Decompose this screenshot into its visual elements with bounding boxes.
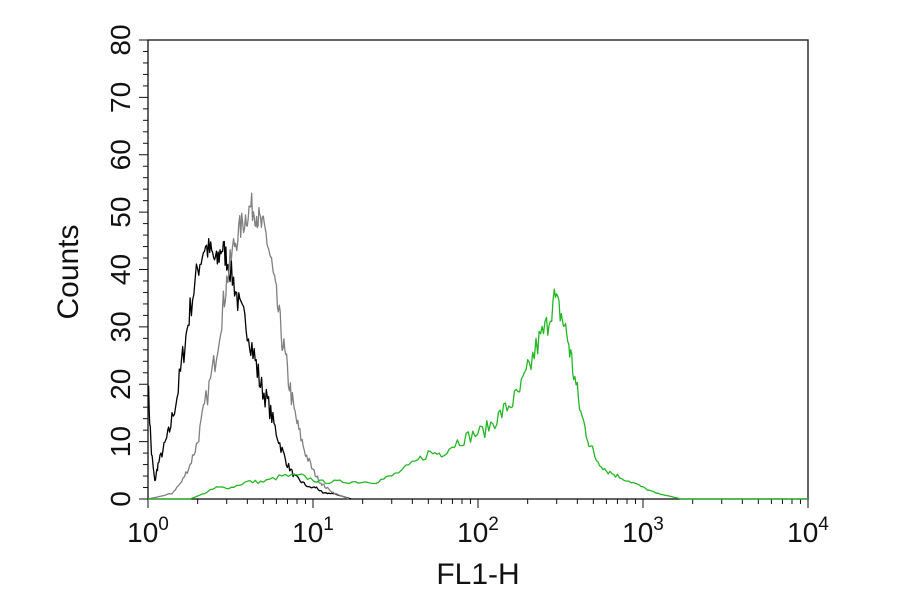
y-tick-label: 40 (105, 254, 136, 285)
y-tick-label: 10 (105, 426, 136, 457)
y-tick-label: 70 (105, 82, 136, 113)
y-tick-label: 50 (105, 197, 136, 228)
y-tick-label: 0 (105, 491, 136, 507)
x-tick-label: 101 (292, 514, 334, 548)
x-tick-label: 100 (127, 514, 169, 548)
y-axis-title: Counts (52, 224, 85, 319)
plot-frame (147, 39, 809, 500)
x-tick-label: 102 (457, 514, 499, 548)
series-layer (147, 192, 808, 500)
x-axis-title: FL1-H (436, 558, 519, 591)
y-tick-label: 20 (105, 369, 136, 400)
y-axis-ticks: 0 10 20 30 40 50 60 70 80 (105, 24, 148, 507)
x-axis-ticks: 100 101 102 103 104 (127, 499, 829, 548)
series-line-1 (147, 238, 352, 500)
series-line-2 (147, 192, 350, 500)
y-tick-label: 60 (105, 139, 136, 170)
x-tick-label: 104 (787, 514, 829, 548)
y-tick-label: 80 (105, 24, 136, 55)
y-tick-label: 30 (105, 311, 136, 342)
series-line-3 (148, 288, 808, 500)
x-tick-label: 103 (622, 514, 664, 548)
